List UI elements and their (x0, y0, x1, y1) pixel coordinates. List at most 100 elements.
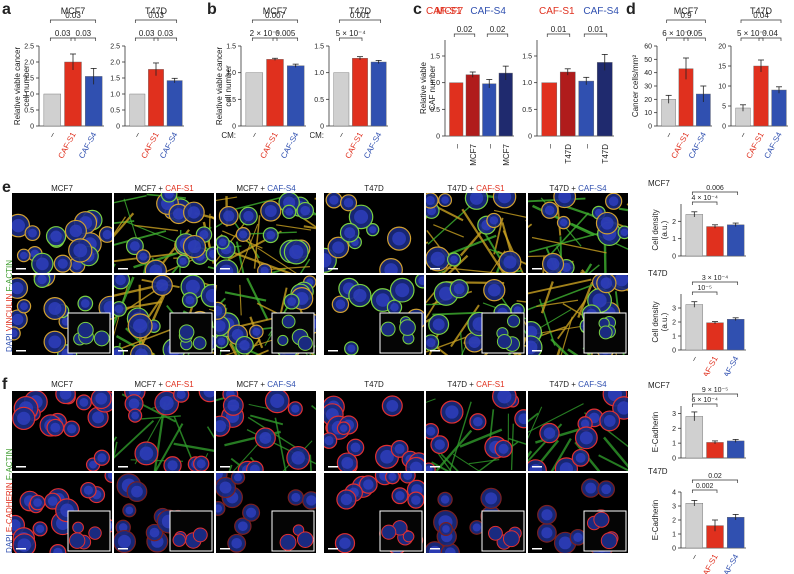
y-tick-label: 0.5 (522, 107, 532, 114)
scale-bar (220, 466, 230, 468)
y-tick-label: 0 (30, 124, 34, 131)
nucleus (487, 283, 501, 297)
fibre (461, 208, 505, 273)
f-column-header: MCF7 + CAF-S1 (114, 380, 214, 389)
fibre (508, 437, 526, 445)
x-category-label: – (545, 143, 554, 148)
nucleus (285, 207, 294, 216)
nucleus (20, 302, 28, 311)
significance-bracket (666, 19, 706, 23)
y-tick-label: 0 (648, 124, 652, 131)
p-value-label: 9 × 10⁻⁵ (702, 387, 728, 394)
y-tick-label: 50 (644, 57, 652, 64)
nucleus (72, 260, 82, 271)
nucleus (592, 293, 607, 308)
nucleus (249, 464, 260, 471)
nucleus (164, 193, 174, 199)
chart-title: MCF7 (648, 179, 670, 188)
chart-b-mcf7: MCF7 Relative viable cancer cell number 0 0.… (215, 6, 306, 160)
nucleus (350, 442, 361, 453)
nucleus (329, 195, 339, 205)
significance-bracket (546, 33, 571, 37)
header-cell-line: MCF7 (51, 184, 73, 193)
nucleus (445, 405, 459, 419)
nucleus (37, 275, 47, 285)
f-column-header: T47D + CAF-S1 (426, 380, 526, 389)
y-tick-label: 1.0 (430, 80, 440, 87)
scale-bar (16, 466, 26, 468)
bar (685, 416, 704, 459)
fibre (493, 217, 504, 255)
y-tick-label: 5 (722, 104, 726, 111)
microscopy-image (426, 193, 526, 273)
nucleus (300, 205, 311, 216)
chart-d-mcf7: MCF7 Cancer cells/mm² 0 10 20 30 40 50 60 6 × 10⁻… (631, 6, 712, 160)
fibre (311, 404, 316, 411)
fibre (528, 223, 533, 229)
fibre (194, 212, 214, 220)
x-category-label: CAF-S4 (362, 130, 384, 160)
inset-cell (277, 334, 289, 346)
significance-bracket (486, 33, 509, 37)
inset-cell (502, 530, 520, 548)
nucleus (513, 306, 522, 315)
scale-bar (532, 548, 542, 550)
nucleus (12, 313, 24, 326)
nucleus (453, 283, 465, 295)
bar (559, 71, 576, 137)
fibre (531, 236, 607, 254)
fibre (276, 224, 312, 231)
y-tick-label: 1.5 (24, 76, 34, 83)
fibre (510, 423, 514, 471)
nucleus (95, 392, 108, 405)
fibre (229, 340, 241, 355)
y-tick-label: 1.5 (226, 44, 236, 51)
nucleus (395, 491, 405, 501)
nucleus (187, 239, 202, 254)
nucleus (115, 275, 126, 286)
chart-title: T47D (648, 269, 668, 278)
nucleus (239, 340, 250, 351)
nucleus (559, 462, 574, 471)
fibre (426, 336, 467, 353)
y-tick-label: 3 (672, 306, 676, 313)
significance-bracket (583, 33, 608, 37)
fibre (449, 401, 472, 471)
p-value-label: 0.01 (588, 25, 604, 34)
nucleus (573, 532, 583, 542)
p-value-label: 0.04 (753, 11, 769, 20)
bar (498, 72, 513, 137)
nucleus (185, 279, 200, 294)
nucleus (332, 241, 345, 254)
nucleus (179, 257, 187, 265)
nucleus (159, 396, 174, 411)
bar (685, 503, 704, 549)
nucleus (239, 230, 248, 239)
fibre (540, 281, 554, 314)
inset-cell (380, 321, 396, 337)
y-tick-label: 1.5 (314, 44, 324, 51)
header-cell-line: MCF7 + (236, 184, 268, 193)
bar (333, 72, 350, 127)
significance-bracket (134, 19, 178, 23)
p-value-label: 0.03 (76, 29, 92, 38)
nucleus (28, 228, 37, 238)
y-tick-label: 20 (718, 44, 726, 51)
f-column-header: T47D + CAF-S4 (528, 380, 628, 389)
x-category-label: – (47, 130, 57, 139)
microscopy-image (12, 391, 112, 471)
y-tick-label: 30 (644, 84, 652, 91)
fibre (556, 347, 562, 355)
y-tick-label: 1 (672, 532, 676, 539)
nucleus (287, 297, 297, 306)
nucleus (603, 415, 616, 427)
nucleus (585, 482, 597, 494)
header-cell-line: T47D (364, 184, 384, 193)
fibre (114, 216, 127, 236)
y-tick-label: 15 (718, 64, 726, 71)
microscopy-image (12, 473, 112, 553)
inset-cell (399, 319, 416, 336)
inset-cell (72, 521, 84, 534)
microscopy-image (114, 473, 214, 553)
